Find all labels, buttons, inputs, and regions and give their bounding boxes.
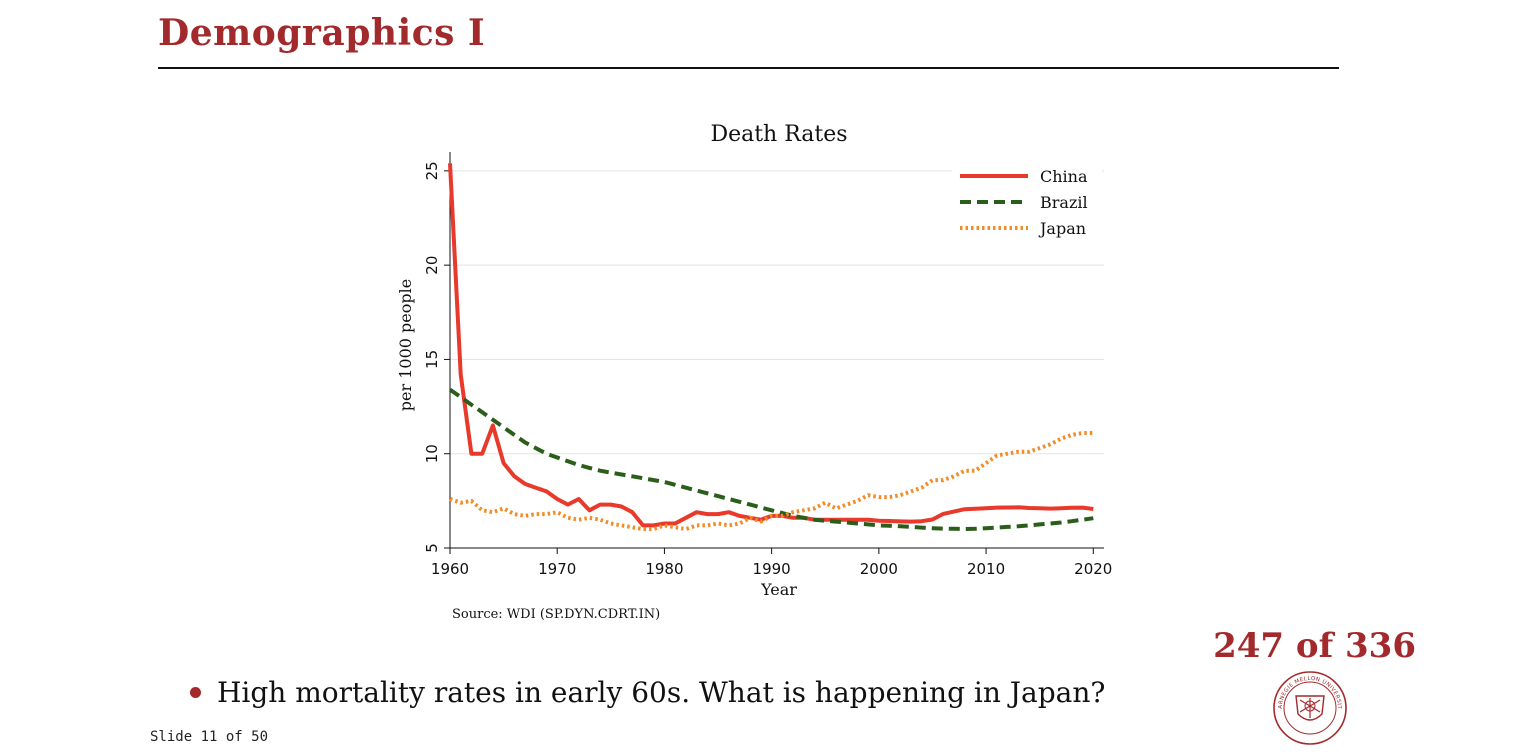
slide-title: Demographics I [158,12,486,54]
legend: China Brazil Japan [952,163,1102,245]
x-axis-label: Year [760,580,797,599]
y-axis-label: per 1000 people [396,279,415,411]
x-tick-label: 2000 [860,560,898,578]
x-tick-label: 1960 [431,560,469,578]
chart-title: Death Rates [710,122,847,147]
x-tick-label: 2020 [1074,560,1112,578]
x-tick-label: 2010 [967,560,1005,578]
page-counter: 247 of 336 [1213,626,1416,666]
bullet-item: High mortality rates in early 60s. What … [190,676,1105,709]
death-rates-chart: Death Rates 5 10 15 20 25 1960 1970 1980 1990 200… [396,122,1112,622]
bullet-text: High mortality rates in early 60s. What … [217,676,1106,709]
x-tick-label: 1990 [753,560,791,578]
carnegie-mellon-seal: CARNEGIE MELLON UNIVERSITY [1272,670,1347,745]
y-tick-label: 20 [423,256,441,275]
series-layer [448,163,1094,532]
series-line-brazil [448,387,1094,531]
x-tick-label: 1970 [538,560,576,578]
axes: 5 10 15 20 25 1960 1970 1980 1990 2000 2010 2020 [423,152,1112,578]
y-tick-label: 25 [423,161,441,180]
series-line-japan [449,431,1094,532]
slide-number: Slide 11 of 50 [150,729,269,745]
y-tick-label: 10 [423,444,441,463]
legend-label: Brazil [1040,193,1088,212]
x-tick-label: 1980 [645,560,683,578]
bullet-icon [190,687,201,698]
title-divider [158,67,1339,69]
y-tick-label: 15 [423,350,441,369]
source-note: Source: WDI (SP.DYN.CDRT.IN) [452,607,660,622]
legend-label: Japan [1038,219,1086,238]
y-tick-label: 5 [423,543,441,553]
legend-label: China [1040,167,1088,186]
